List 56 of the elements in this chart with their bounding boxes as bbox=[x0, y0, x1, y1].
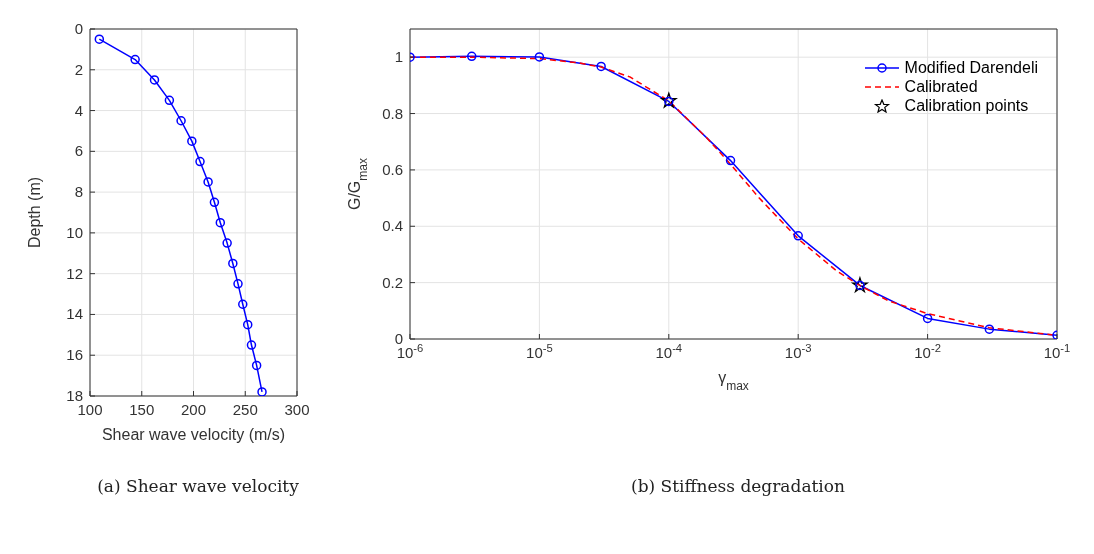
y-tick-label: 0 bbox=[394, 330, 403, 347]
y-tick-label: 18 bbox=[66, 387, 83, 404]
x-tick-label: 200 bbox=[180, 401, 207, 418]
point bbox=[94, 34, 105, 44]
x-tick-label: 250 bbox=[232, 401, 258, 418]
y-tick-label: 0.2 bbox=[382, 273, 403, 291]
text: (a) Shear wave velocity bbox=[97, 476, 299, 496]
point bbox=[195, 156, 205, 167]
point bbox=[257, 387, 267, 396]
point bbox=[164, 95, 175, 106]
point bbox=[233, 279, 243, 289]
y-axis-title: Depth (m) bbox=[26, 176, 43, 249]
y-tick-label: 0.6 bbox=[382, 160, 403, 178]
y-tick-label: 2 bbox=[74, 60, 83, 78]
point bbox=[793, 231, 803, 241]
y-tick-label: 8 bbox=[74, 183, 83, 201]
point bbox=[203, 177, 213, 187]
y-tick-label: 1 bbox=[394, 48, 403, 66]
y-tick-label: 6 bbox=[74, 142, 83, 160]
legend-label: Calibrated bbox=[904, 77, 978, 96]
point bbox=[238, 299, 248, 309]
point bbox=[246, 340, 257, 350]
y-tick-label: 4 bbox=[74, 101, 83, 119]
x-tick-label: 10$^{-5}$ bbox=[526, 342, 553, 361]
point bbox=[228, 258, 238, 269]
legend-label: Modified Darendeli bbox=[904, 58, 1038, 77]
point bbox=[251, 360, 262, 371]
point bbox=[984, 324, 995, 334]
x-tick-label: 10$^{-4}$ bbox=[655, 342, 683, 361]
x-tick-label: 100 bbox=[77, 401, 103, 418]
y-tick-label: 0.8 bbox=[382, 104, 403, 122]
x-tick-label: 10$^{-1}$ bbox=[1043, 342, 1071, 361]
point bbox=[222, 238, 232, 248]
point bbox=[187, 136, 197, 146]
x-tick-label: 150 bbox=[129, 401, 155, 418]
y-tick-label: 10 bbox=[66, 223, 83, 241]
x-tick-label: 10$^{-3}$ bbox=[784, 342, 812, 361]
x-axis-title: Shear wave velocity (m/s) bbox=[101, 426, 286, 443]
y-tick-label: 0.4 bbox=[382, 217, 403, 235]
point bbox=[242, 319, 253, 330]
legend-label: Calibration points bbox=[904, 96, 1029, 115]
x-tick-label: 300 bbox=[284, 401, 310, 418]
y-tick-label: 14 bbox=[66, 305, 83, 323]
point bbox=[130, 54, 140, 65]
point bbox=[149, 75, 160, 85]
point bbox=[176, 116, 186, 126]
point bbox=[534, 52, 545, 62]
point bbox=[209, 197, 220, 208]
y-tick-label: 16 bbox=[66, 346, 83, 364]
point bbox=[215, 217, 226, 228]
x-axis-title: γ$_{max}$ bbox=[718, 369, 749, 393]
y-tick-label: 0 bbox=[74, 20, 83, 37]
x-tick-label: 10$^{-2}$ bbox=[914, 342, 941, 361]
point bbox=[922, 313, 933, 324]
y-tick-label: 12 bbox=[66, 264, 83, 282]
text: (b) Stiffness degradation bbox=[631, 476, 845, 496]
